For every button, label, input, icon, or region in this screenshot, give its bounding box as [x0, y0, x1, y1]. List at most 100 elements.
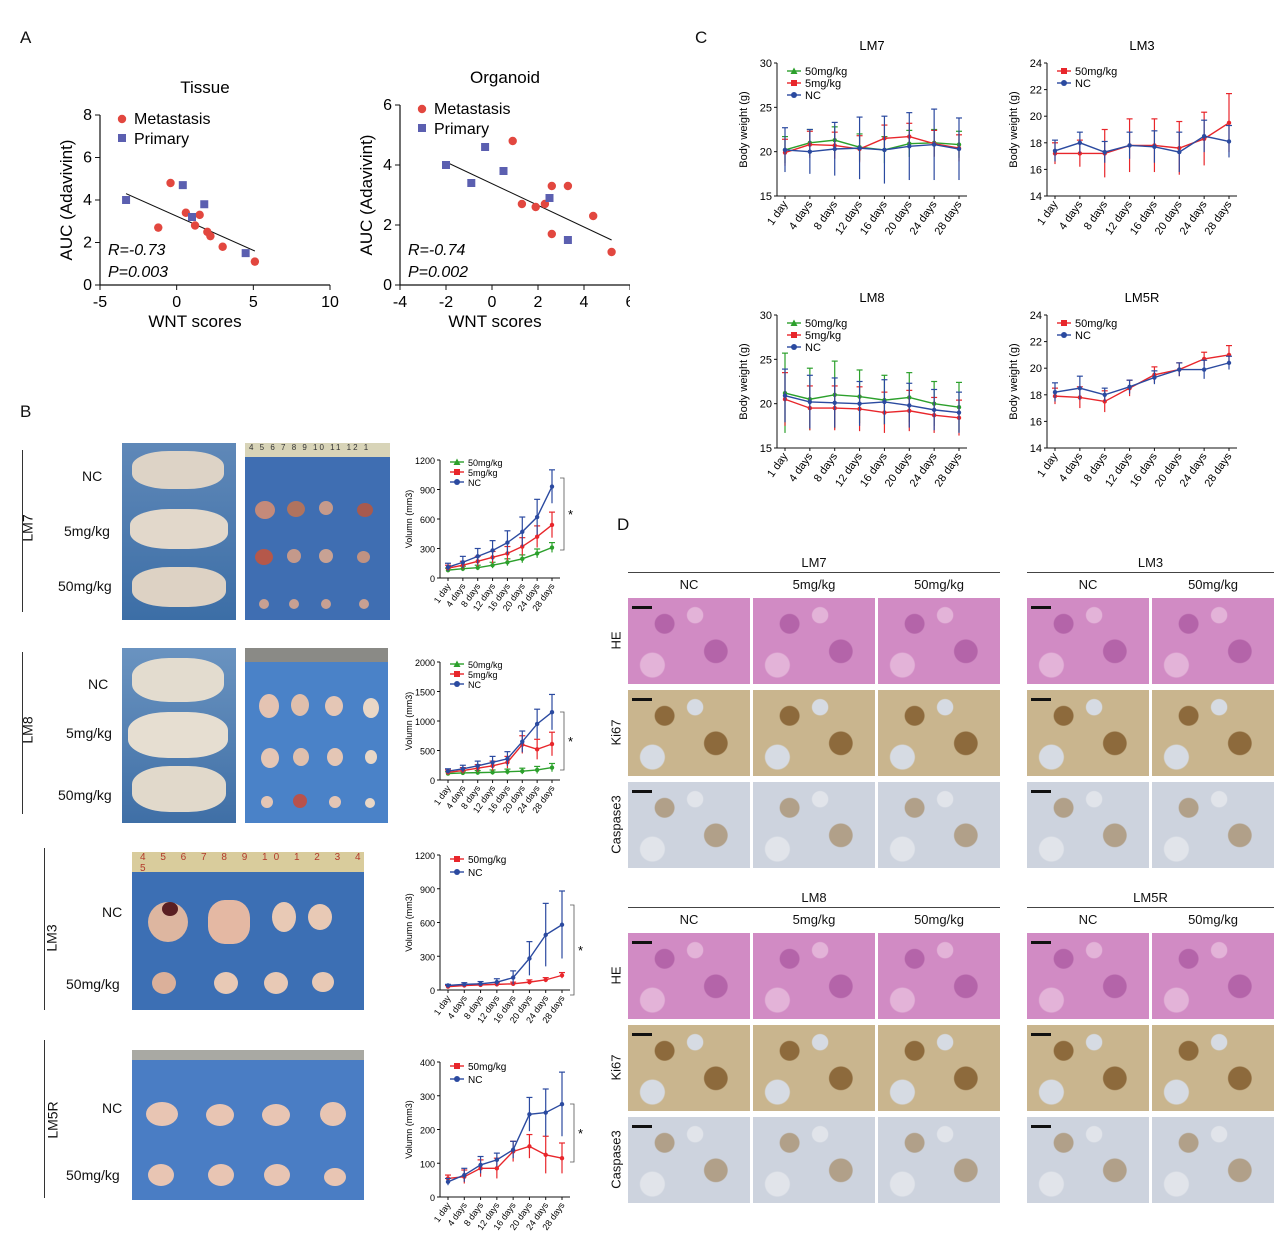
y-tick-label: 24: [1030, 310, 1042, 322]
y-tick-label: 15: [760, 443, 772, 455]
y-tick-label: 15: [760, 191, 772, 203]
x-tick-label: 5: [249, 294, 258, 311]
data-point: [1102, 399, 1107, 404]
data-point: [1177, 367, 1182, 372]
tumor: [287, 549, 301, 563]
data-point: [832, 400, 837, 405]
metastasis-point: [547, 229, 556, 239]
group-divider-lm3: [44, 848, 45, 1010]
series-line: [784, 135, 960, 154]
x-tick-label: 10: [321, 294, 339, 311]
data-point: [534, 551, 540, 556]
data-point: [1127, 384, 1132, 390]
data-point: [857, 401, 862, 406]
chart-title: LM7: [859, 38, 884, 53]
x-axis-label: WNT scores: [448, 312, 541, 331]
tumor: [208, 1164, 234, 1186]
histology-image-caspase3: [1027, 782, 1149, 868]
histology-image-ki67: [878, 690, 1000, 776]
y-axis-label: Body weight (g): [738, 91, 750, 167]
y-tick-label: 6: [383, 97, 392, 114]
histology-image-caspase3: [628, 1117, 750, 1203]
data-point: [534, 534, 540, 539]
chart-title: LM3: [1129, 38, 1154, 53]
series-nc: [445, 693, 555, 774]
legend-marker-metastasis: [417, 104, 427, 114]
legend-label: NC: [805, 90, 821, 102]
data-point: [543, 1152, 548, 1158]
primary-point: [499, 167, 508, 175]
y-tick-label: 24: [1030, 58, 1042, 70]
y-tick-label: 600: [420, 515, 435, 525]
data-point: [1052, 389, 1058, 395]
data-point: [1077, 385, 1083, 391]
histology-image-caspase3: [878, 1117, 1000, 1203]
histology-image-ki67: [1027, 1025, 1149, 1111]
histology-image-caspase3: [1152, 782, 1274, 868]
series-50mg-kg: [1052, 344, 1232, 413]
y-tick-label: 0: [83, 277, 92, 294]
legend-marker-primary: [418, 124, 426, 132]
x-tick-label: 4 days: [787, 450, 816, 484]
legend-label: 50mg/kg: [468, 458, 503, 468]
group-divider-lm7: [22, 450, 23, 612]
stat-p: P=0.003: [108, 264, 168, 281]
metastasis-point: [181, 208, 191, 217]
row-label-50mg: 50mg/kg: [58, 578, 112, 594]
metastasis-point: [195, 210, 204, 220]
metastasis-point: [166, 178, 175, 188]
ruler: [132, 1050, 364, 1060]
series-nc: [1052, 355, 1232, 402]
tumor: [289, 599, 299, 609]
data-point: [931, 407, 937, 413]
scale-bar: [632, 698, 652, 701]
data-point: [520, 739, 525, 744]
x-axis-label: WNT scores: [148, 312, 241, 331]
x-tick-label: 0: [488, 294, 497, 311]
legend-marker: [790, 67, 798, 74]
legend-marker: [791, 80, 797, 86]
metastasis-point: [517, 199, 527, 209]
data-point: [956, 410, 962, 415]
data-point: [494, 1166, 500, 1171]
y-tick-label: 18: [1030, 138, 1042, 150]
data-point: [543, 932, 548, 938]
primary-point: [200, 200, 209, 209]
scale-bar: [1031, 1125, 1051, 1128]
data-point: [1201, 367, 1207, 372]
data-point: [1226, 139, 1232, 144]
tumor-necrosis: [162, 902, 178, 916]
tumor: [365, 798, 375, 808]
group-underline: [1027, 907, 1274, 908]
column-label: 50mg/kg: [1188, 577, 1238, 592]
data-point: [494, 979, 500, 985]
y-tick-label: 300: [420, 545, 435, 555]
scale-bar: [1031, 1033, 1051, 1036]
y-tick-label: 6: [83, 150, 92, 167]
stain-label-he: HE: [608, 631, 624, 650]
data-point: [559, 1155, 565, 1161]
data-point: [882, 147, 887, 153]
histology-image-caspase3: [1152, 1117, 1274, 1203]
significance-star: *: [578, 1126, 583, 1141]
data-point: [445, 1179, 451, 1185]
data-point: [1226, 120, 1232, 126]
series-nc: [445, 890, 565, 988]
series-50mg-kg: [782, 352, 962, 433]
x-tick-label: 2: [534, 294, 543, 311]
legend-label: 5mg/kg: [468, 468, 498, 478]
metastasis-point: [589, 211, 598, 221]
data-point: [1127, 143, 1132, 148]
metastasis-point: [206, 231, 215, 241]
tumor: [308, 904, 332, 930]
legend-marker: [791, 92, 797, 98]
data-point: [1177, 149, 1182, 155]
data-point: [907, 144, 912, 149]
data-point: [1052, 148, 1058, 153]
stain-label-ki67: Ki67: [608, 1054, 624, 1081]
histology-image-caspase3: [628, 782, 750, 868]
tumor: [357, 551, 370, 563]
